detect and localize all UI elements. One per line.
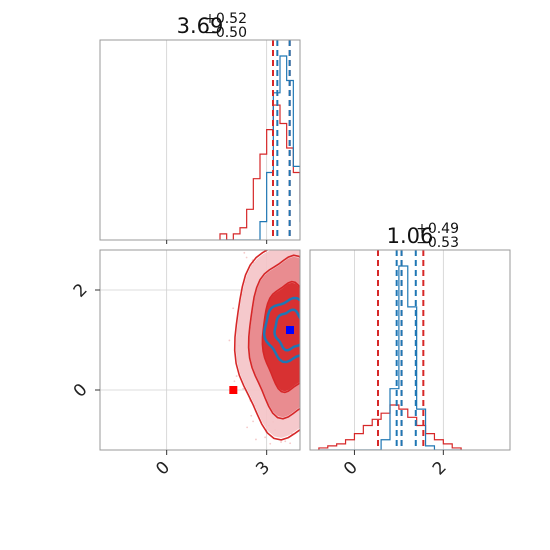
joint-sample-point [302, 233, 304, 235]
p2-title-plus: +0.49 [416, 221, 459, 237]
joint-sample-point [232, 307, 235, 310]
joint-blue-marker [286, 326, 294, 334]
joint-markers [229, 326, 294, 394]
p2-title: 1.06 [387, 224, 434, 248]
joint-ytick-label-1: 2 [70, 280, 92, 302]
joint-sample-point [260, 244, 262, 246]
joint-sample-point [264, 436, 267, 439]
p1-title: 3.69 [177, 14, 224, 38]
joint-frame [99, 249, 301, 451]
joint-sample-point [280, 441, 282, 443]
p1-histogram-panel: 3.69 +0.52 −0.50 [99, 11, 301, 244]
p2-histogram-background [310, 250, 510, 450]
joint-sample-point [279, 453, 281, 455]
p2-xtick-label-0: 0 [340, 458, 362, 480]
joint-sample-point [289, 442, 292, 445]
p1-title-plus: +0.52 [204, 11, 247, 27]
p1-blue-histogram [220, 55, 300, 240]
joint-sample-point [245, 256, 248, 259]
joint-blue-contour-0 [262, 296, 300, 364]
joint-sample-point [235, 375, 238, 377]
joint-sample-point [261, 248, 263, 250]
joint-sample-point [255, 438, 257, 441]
p2-histogram-frame [309, 249, 511, 451]
joint-contours [233, 250, 300, 441]
p2-histograms [318, 265, 462, 450]
joint-ytick-label-0: 0 [70, 380, 92, 402]
joint-sample-point [250, 414, 253, 417]
joint-sample-point [246, 426, 249, 429]
joint-sample-point [252, 420, 254, 423]
p1-quantile-lines [272, 40, 291, 240]
joint-density-panel: 0 3 0 2 [70, 224, 330, 480]
joint-red-contour-line-0 [233, 250, 300, 441]
joint-blue-contour-1 [273, 308, 300, 352]
p2-gridlines [354, 250, 444, 450]
p2-quantile-lines [377, 250, 425, 450]
p2-xtick-label-1: 2 [429, 458, 451, 480]
joint-sample-point [269, 442, 272, 445]
joint-sample-point [312, 224, 314, 226]
joint-sample-point [275, 244, 277, 246]
joint-red-marker [229, 386, 238, 394]
joint-sample-point [284, 440, 287, 443]
joint-sample-point [328, 245, 330, 247]
joint-red-contour-line-2 [261, 280, 300, 394]
p2-blue-histogram [318, 265, 462, 450]
joint-xtick-label-1: 3 [252, 458, 274, 480]
p1-histogram-background [100, 40, 300, 240]
p1-title-minus: −0.50 [204, 25, 247, 41]
p1-histogram-frame [99, 39, 301, 241]
joint-sample-point [305, 449, 307, 451]
joint-red-contour-line-1 [247, 254, 300, 420]
joint-sample-point [228, 339, 231, 342]
joint-sample-point [282, 241, 284, 243]
p2-title-minus: −0.53 [416, 235, 459, 251]
joint-sample-point [243, 251, 246, 254]
joint-sample-point [233, 380, 236, 383]
joint-sample-point [242, 387, 245, 390]
joint-xtick-label-0: 0 [152, 458, 174, 480]
